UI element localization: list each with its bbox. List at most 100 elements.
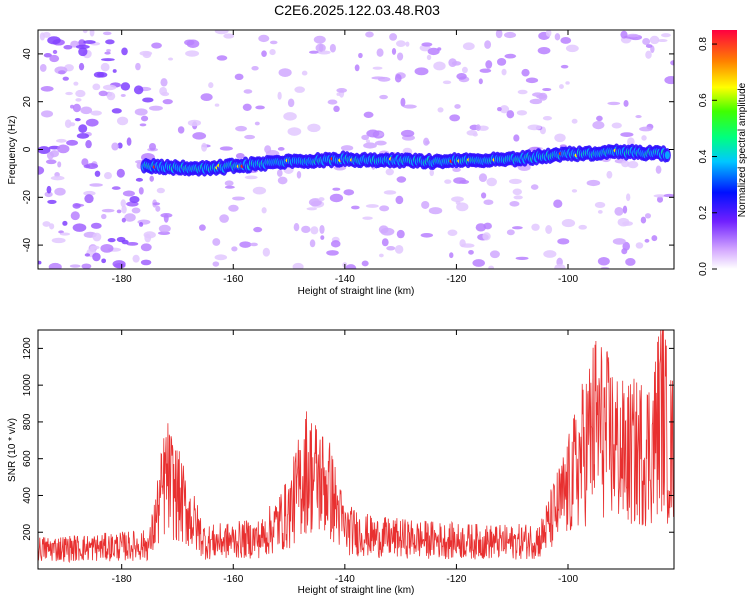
heatmap-speckle: [48, 262, 62, 269]
heatmap-speckle: [149, 175, 154, 182]
heatmap-speckle: [168, 57, 174, 61]
heatmap-speckle: [121, 205, 127, 214]
x-tick-label: -160: [223, 274, 243, 285]
heatmap-speckle: [332, 187, 341, 191]
heatmap-speckle: [655, 165, 662, 174]
heatmap-speckle: [318, 44, 324, 52]
y-tick-label: 600: [22, 450, 33, 467]
heatmap-speckle: [106, 91, 116, 101]
heatmap-speckle: [113, 262, 126, 269]
heatmap-speckle: [428, 207, 443, 215]
heatmap-speckle: [126, 241, 139, 246]
heatmap-speckle: [49, 54, 60, 63]
heatmap-speckle: [293, 223, 300, 232]
heatmap-speckle: [389, 33, 398, 41]
heatmap-speckle: [451, 196, 464, 203]
heatmap-speckle: [120, 82, 131, 91]
heatmap-speckle: [397, 52, 404, 61]
heatmap-speckle: [351, 205, 360, 210]
heatmap-speckle: [107, 237, 116, 243]
heatmap-speckle: [80, 106, 93, 115]
heatmap-speckle: [106, 48, 111, 53]
heatmap-speckle: [55, 138, 67, 143]
y-tick-label: 40: [22, 48, 33, 60]
colorbar-gradient: [712, 30, 737, 269]
heatmap-speckle: [506, 110, 515, 119]
heatmap-speckle: [301, 70, 308, 76]
heatmap-speckle: [78, 124, 88, 133]
heatmap-speckle: [511, 226, 523, 230]
heatmap-speckle: [69, 122, 76, 127]
heatmap-speckle: [426, 54, 432, 61]
heatmap-speckle: [372, 66, 383, 70]
heatmap-speckle: [120, 199, 127, 208]
heatmap-speckle: [421, 201, 430, 209]
heatmap-speckle: [54, 187, 66, 196]
heatmap-speckle: [94, 170, 101, 177]
heatmap-speckle: [488, 265, 495, 269]
heatmap-speckle: [243, 89, 253, 94]
heatmap-speckle: [135, 62, 141, 71]
heatmap-speckle: [92, 83, 101, 91]
snr-x-ticks: -180 -160 -140 -120 -100: [112, 330, 578, 585]
heatmap-speckle: [219, 214, 229, 223]
heatmap-speckle: [235, 153, 245, 159]
heatmap-speckle: [379, 94, 388, 100]
heatmap-speckle: [269, 49, 276, 56]
heatmap-speckle: [45, 159, 57, 165]
heatmap-speckle: [361, 134, 370, 141]
heatmap-speckle: [485, 60, 493, 69]
heatmap-speckle: [308, 50, 319, 54]
heatmap-speckle: [134, 108, 148, 116]
heatmap-speckle: [340, 145, 354, 151]
heatmap-speckle: [495, 30, 503, 39]
heatmap-speckle: [116, 168, 125, 178]
heatmap-speckle: [81, 158, 89, 166]
heatmap-speckle: [58, 70, 66, 75]
heatmap-speckle: [187, 119, 202, 127]
colorbar: 0.0 0.2 0.4 0.6 0.8 Normalized spectral ampl…: [698, 30, 748, 276]
heatmap-speckle: [52, 49, 58, 55]
heatmap-speckle: [101, 213, 107, 220]
snr-x-label: Height of straight line (km): [298, 585, 415, 596]
heatmap-speckle: [102, 31, 112, 36]
heatmap-speckle: [479, 68, 492, 73]
heatmap-speckle: [155, 205, 161, 212]
heatmap-speckle: [161, 91, 170, 97]
heatmap-speckle: [506, 229, 515, 236]
heatmap-speckle: [475, 223, 487, 232]
heatmap-speckle: [254, 121, 260, 126]
heatmap-speckle: [72, 202, 81, 209]
heatmap-speckle: [625, 193, 631, 202]
heatmap-speckle: [483, 199, 494, 205]
heatmap-speckle: [251, 66, 259, 71]
heatmap-speckle: [642, 37, 651, 45]
heatmap-speckle: [354, 64, 360, 72]
heatmap-speckle: [124, 213, 136, 222]
heatmap-speckle: [545, 30, 552, 37]
heatmap-speckle: [554, 263, 566, 269]
heatmap-speckle: [258, 34, 270, 43]
spectrogram-x-label: Height of straight line (km): [298, 286, 415, 297]
heatmap-speckle: [156, 187, 165, 194]
heatmap-speckle: [635, 114, 642, 119]
heatmap-speckle: [377, 76, 391, 82]
heatmap-speckle: [138, 187, 144, 195]
heatmap-speckle: [489, 250, 500, 259]
heatmap-speckle: [51, 237, 66, 244]
heatmap-speckle: [421, 42, 433, 47]
heatmap-speckle: [72, 103, 81, 113]
heatmap-speckle: [140, 243, 152, 252]
heatmap-speckle: [444, 179, 452, 184]
heatmap-speckle: [543, 250, 557, 258]
heatmap-speckle: [451, 61, 462, 66]
heatmap-speckle: [645, 50, 652, 59]
heatmap-speckle: [111, 108, 122, 114]
heatmap-speckle: [381, 238, 389, 247]
heatmap-speckle: [296, 171, 302, 179]
heatmap-speckle: [235, 125, 247, 132]
colorbar-tick-label: 0.2: [698, 205, 709, 219]
heatmap-speckle: [496, 57, 507, 66]
heatmap-speckle: [527, 124, 542, 131]
heatmap-speckle: [185, 50, 200, 57]
